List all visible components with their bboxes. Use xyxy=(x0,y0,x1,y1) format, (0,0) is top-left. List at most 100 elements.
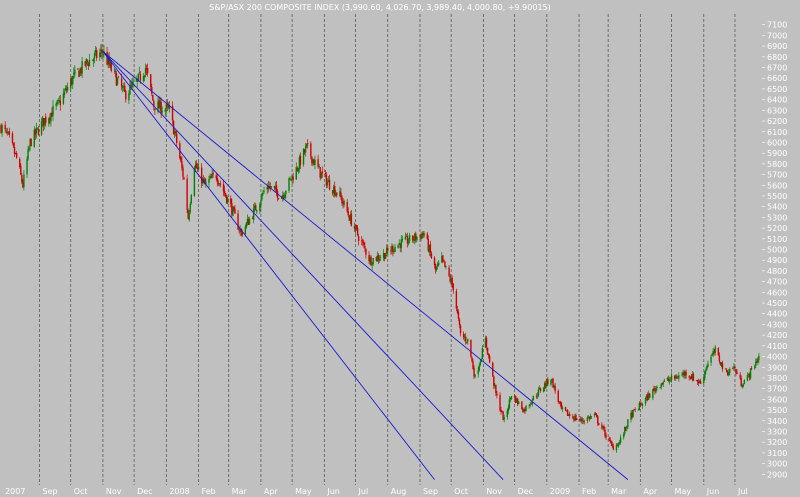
candle-body xyxy=(115,73,118,86)
x-tick-label: Apr xyxy=(643,487,658,496)
candle-body xyxy=(602,426,604,428)
candle-body xyxy=(298,157,301,170)
candle-body xyxy=(93,53,96,59)
candle-body xyxy=(296,168,299,171)
y-tick-label: 6500 xyxy=(767,85,787,94)
candle-body xyxy=(703,377,705,384)
candle-body xyxy=(246,219,249,224)
candle-body xyxy=(181,161,183,168)
candle-body xyxy=(697,381,700,384)
candle-body xyxy=(22,181,24,188)
candle-body xyxy=(304,146,307,153)
candle-body xyxy=(717,348,720,356)
candle-body xyxy=(499,394,501,411)
candle-body xyxy=(465,336,467,342)
candle-body xyxy=(382,253,385,258)
x-tick-label: Sep xyxy=(43,487,58,496)
candle-body xyxy=(572,416,574,418)
candle-body xyxy=(695,380,698,381)
candle-body xyxy=(750,368,753,369)
candle-body xyxy=(383,253,386,260)
candle-body xyxy=(502,411,504,421)
candle-body xyxy=(430,253,433,259)
candle-body xyxy=(611,444,614,447)
candle-body xyxy=(371,264,373,266)
candle-body xyxy=(539,388,542,391)
candle-body xyxy=(667,378,670,381)
candle-body xyxy=(661,383,663,385)
candle-body xyxy=(654,388,656,392)
candle-body xyxy=(393,250,395,252)
candle-body xyxy=(711,354,713,356)
candle-body xyxy=(452,283,454,291)
candle-body xyxy=(743,380,746,384)
candle-body xyxy=(573,418,575,421)
candle-body xyxy=(19,159,21,168)
candle-body xyxy=(80,68,82,74)
candle-body xyxy=(522,409,524,413)
candle-body xyxy=(216,177,218,183)
candle-body xyxy=(164,109,166,112)
y-tick-label: 3700 xyxy=(767,385,787,394)
candle-body xyxy=(281,197,283,199)
candle-body xyxy=(706,365,708,370)
candle-body xyxy=(379,257,382,258)
candle-body xyxy=(143,75,146,78)
candle-body xyxy=(484,338,487,348)
candle-body xyxy=(506,410,509,418)
candle-body xyxy=(335,193,337,197)
candle-body xyxy=(749,368,752,379)
candle-body xyxy=(645,395,648,399)
candle-body xyxy=(307,142,309,145)
candle-body xyxy=(187,210,189,219)
candle-body xyxy=(349,214,352,221)
candle-body xyxy=(405,236,408,237)
y-tick-label: 3300 xyxy=(767,427,787,436)
candle-body xyxy=(444,261,446,267)
candle-body xyxy=(712,351,714,355)
candle-body xyxy=(299,155,302,166)
candle-body xyxy=(553,385,555,388)
candle-body xyxy=(639,402,642,405)
candle-body xyxy=(269,186,271,188)
candle-body xyxy=(609,439,611,442)
candle-body xyxy=(14,152,17,154)
candle-body xyxy=(247,219,250,225)
candle-body xyxy=(217,182,220,184)
candle-body xyxy=(726,371,729,376)
candle-body xyxy=(347,211,349,216)
candle-body xyxy=(699,381,702,384)
candle-body xyxy=(433,257,436,266)
candle-body xyxy=(51,112,53,117)
candle-body xyxy=(437,262,440,266)
candle-body xyxy=(590,416,593,417)
candle-body xyxy=(378,258,381,261)
candle-body xyxy=(758,355,760,360)
fan-trendline xyxy=(102,51,504,480)
candle-body xyxy=(375,256,378,261)
candle-body xyxy=(521,401,523,410)
candle-body xyxy=(263,190,265,192)
candle-body xyxy=(321,171,323,174)
candle-body xyxy=(117,76,120,78)
candle-body xyxy=(364,245,366,249)
candle-body xyxy=(416,236,418,241)
candle-body xyxy=(40,121,43,135)
candle-body xyxy=(582,420,584,422)
candle-body xyxy=(319,167,321,178)
candle-body xyxy=(420,234,422,239)
candle-body xyxy=(441,256,443,263)
candle-body xyxy=(450,279,452,283)
candle-body xyxy=(414,233,416,241)
fan-trendline xyxy=(102,51,629,480)
candle-body xyxy=(174,131,177,134)
candle-body xyxy=(735,369,737,374)
x-tick-label: Jul xyxy=(737,487,748,496)
x-tick-label: Mar xyxy=(611,487,627,496)
candle-body xyxy=(624,426,626,434)
candle-body xyxy=(449,276,451,282)
candle-body xyxy=(45,116,47,123)
candle-body xyxy=(721,362,724,369)
candle-body xyxy=(754,366,756,368)
candle-body xyxy=(313,159,315,165)
